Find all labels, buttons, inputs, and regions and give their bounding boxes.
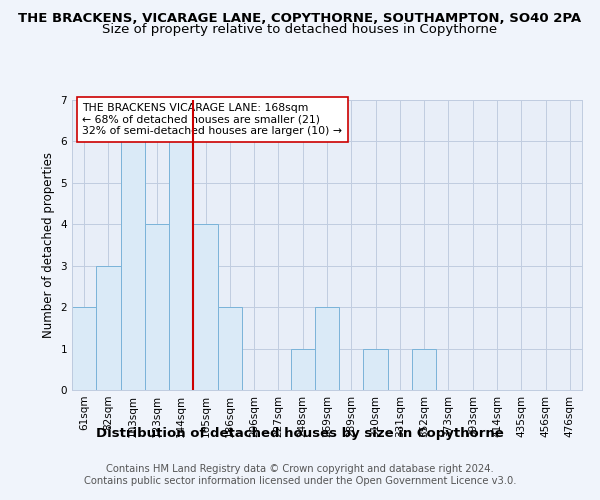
Text: THE BRACKENS, VICARAGE LANE, COPYTHORNE, SOUTHAMPTON, SO40 2PA: THE BRACKENS, VICARAGE LANE, COPYTHORNE,… bbox=[19, 12, 581, 26]
Text: Size of property relative to detached houses in Copythorne: Size of property relative to detached ho… bbox=[103, 22, 497, 36]
Bar bbox=[72, 307, 96, 390]
Bar bbox=[315, 307, 339, 390]
Text: THE BRACKENS VICARAGE LANE: 168sqm
← 68% of detached houses are smaller (21)
32%: THE BRACKENS VICARAGE LANE: 168sqm ← 68%… bbox=[82, 103, 342, 136]
Bar bbox=[193, 224, 218, 390]
Bar bbox=[121, 142, 145, 390]
Text: Contains HM Land Registry data © Crown copyright and database right 2024.: Contains HM Land Registry data © Crown c… bbox=[106, 464, 494, 474]
Text: Contains public sector information licensed under the Open Government Licence v3: Contains public sector information licen… bbox=[84, 476, 516, 486]
Y-axis label: Number of detached properties: Number of detached properties bbox=[42, 152, 55, 338]
Bar bbox=[218, 307, 242, 390]
Text: Distribution of detached houses by size in Copythorne: Distribution of detached houses by size … bbox=[96, 428, 504, 440]
Bar bbox=[169, 142, 193, 390]
Bar bbox=[290, 348, 315, 390]
Bar bbox=[364, 348, 388, 390]
Bar bbox=[145, 224, 169, 390]
Bar bbox=[412, 348, 436, 390]
Bar bbox=[96, 266, 121, 390]
